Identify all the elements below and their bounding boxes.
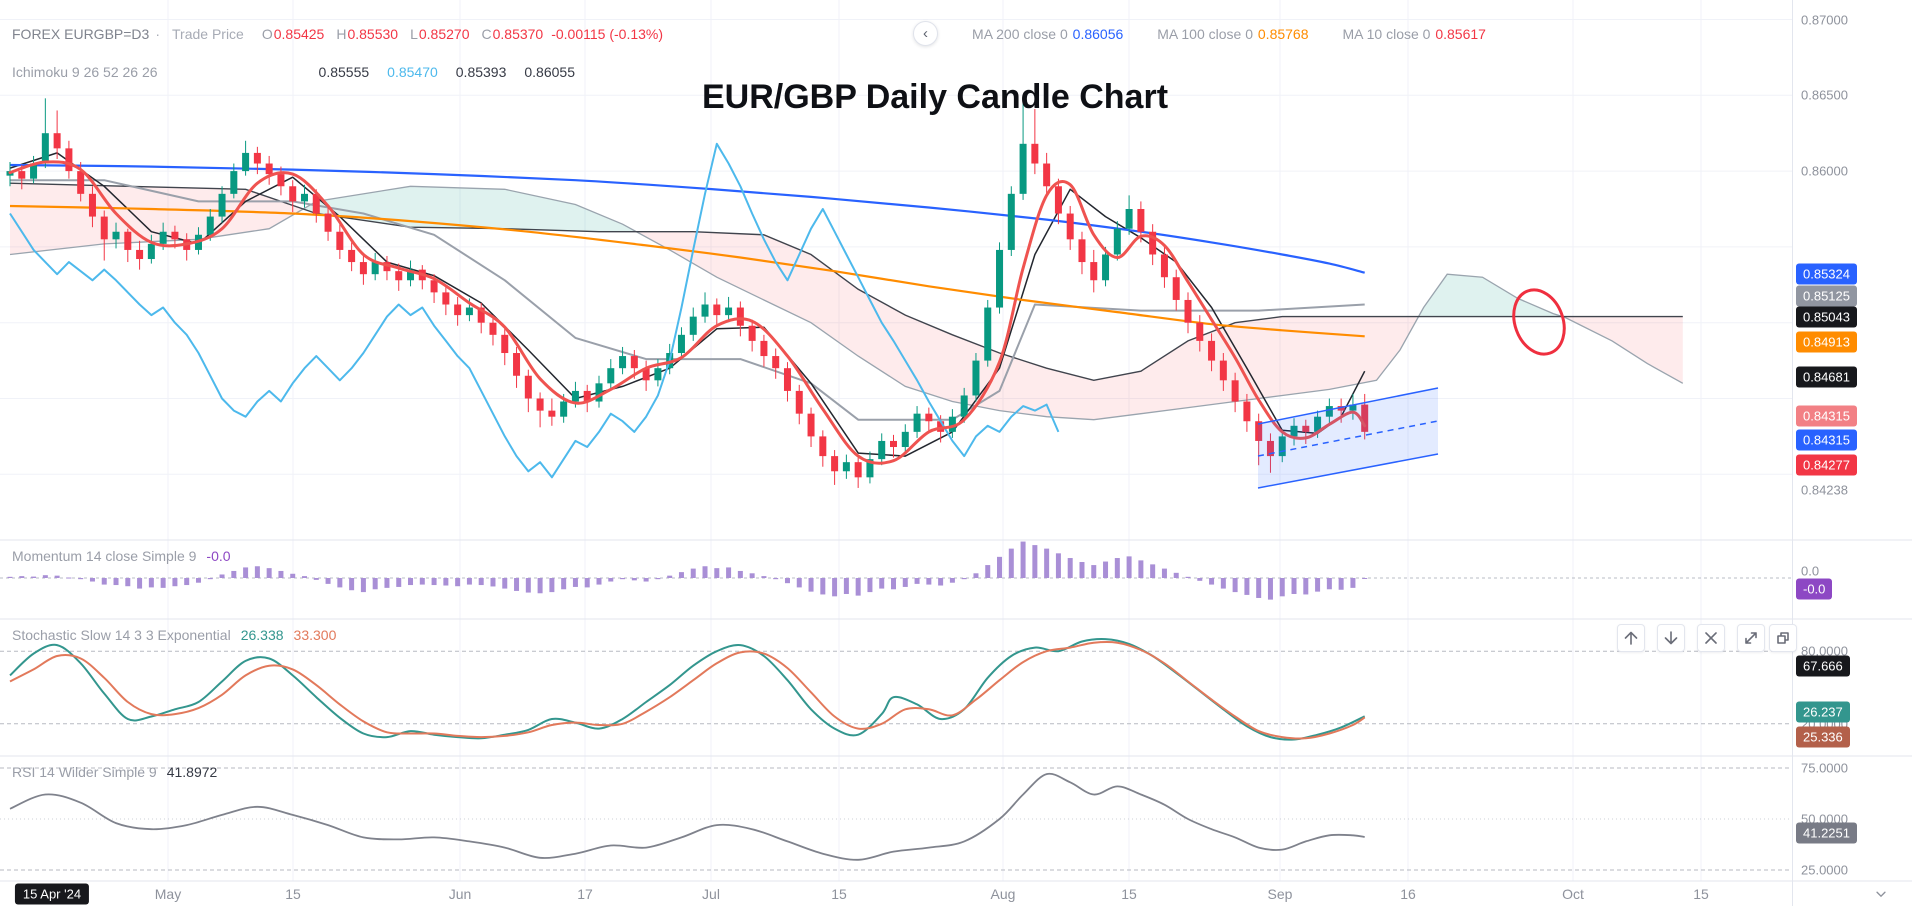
close-icon: [1705, 632, 1717, 644]
arrow-down-icon: [1664, 631, 1678, 645]
price-tag: 0.84315: [1796, 429, 1857, 451]
scroll-to-realtime-button[interactable]: [1872, 885, 1890, 903]
chevron-down-icon: [1876, 891, 1886, 898]
price-axis-label: 0.86500: [1801, 87, 1848, 103]
move-pane-up-button[interactable]: [1617, 624, 1645, 652]
price-axis[interactable]: 0.87000 0.86500 0.86000 0.84238 0.0 80.0000 20…: [1793, 0, 1912, 906]
chevron-left-icon: ‹: [923, 25, 929, 42]
price-tag: -0.0: [1796, 578, 1833, 600]
price-axis-label: 75.0000: [1801, 760, 1848, 776]
move-pane-down-button[interactable]: [1657, 624, 1685, 652]
ichimoku-legend[interactable]: Ichimoku 9 26 52 26 26 0.85555 0.85470 0…: [12, 64, 575, 80]
price-tag: 26.237: [1796, 701, 1850, 723]
ma200-legend[interactable]: MA 200 close 0 0.86056: [972, 25, 1124, 42]
change-value: -0.00115 (-0.13%): [551, 25, 664, 42]
ohlc-open: O0.85425: [261, 25, 325, 42]
time-axis-label: 15: [831, 885, 847, 902]
time-axis-label: 16: [1400, 885, 1416, 902]
price-tag: 0.84913: [1796, 331, 1857, 353]
price-tag: 67.666: [1796, 655, 1850, 677]
symbol-title[interactable]: FOREX EURGBP=D3: [12, 25, 150, 42]
price-axis-label: 0.0: [1801, 563, 1820, 579]
legend-separator: ·: [155, 25, 160, 42]
restore-pane-button[interactable]: [1769, 624, 1797, 652]
price-axis-label: 80.0000: [1801, 643, 1848, 659]
rsi-legend[interactable]: RSI 14 Wilder Simple 9 41.8972: [12, 764, 218, 780]
stochastic-legend[interactable]: Stochastic Slow 14 3 3 Exponential 26.33…: [12, 627, 337, 643]
collapse-legend-button[interactable]: ‹: [913, 21, 939, 46]
price-tag: 0.84681: [1796, 366, 1857, 388]
time-axis-label: Aug: [990, 885, 1016, 902]
ichimoku-value-2: 0.85470: [387, 64, 438, 80]
series-type-label: Trade Price: [172, 25, 244, 42]
price-tag: 0.85043: [1796, 306, 1857, 328]
price-tag: 0.84277: [1796, 454, 1857, 476]
main-series-legend[interactable]: FOREX EURGBP=D3 · Trade Price O0.85425 H…: [12, 21, 1486, 46]
ichimoku-value-3: 0.85393: [455, 64, 507, 80]
price-axis-label: 0.84238: [1801, 482, 1848, 498]
ohlc-low: L0.85270: [410, 25, 470, 42]
time-axis-label: Sep: [1267, 885, 1293, 902]
time-axis-label: 15: [1121, 885, 1137, 902]
time-axis[interactable]: May 15 Jun 17 Jul 15 Aug 15 Sep 16 Oct 15 15 Apr '24: [0, 881, 1792, 906]
momentum-legend[interactable]: Momentum 14 close Simple 9 -0.0: [12, 548, 231, 564]
price-axis-label: 0.86000: [1801, 163, 1848, 179]
chart-title-annotation: EUR/GBP Daily Candle Chart: [701, 78, 1169, 116]
time-axis-label: 15: [1693, 885, 1709, 902]
time-axis-label: 17: [577, 885, 593, 902]
time-axis-label: Jul: [702, 885, 720, 902]
time-axis-label: Jun: [448, 885, 472, 902]
time-crosshair-tag: 15 Apr '24: [14, 883, 90, 904]
ma100-legend[interactable]: MA 100 close 0 0.85768: [1157, 25, 1309, 42]
ichimoku-value-1: 0.85555: [318, 64, 370, 80]
price-tag: 0.84315: [1796, 405, 1857, 427]
ohlc-close: C0.85370: [481, 25, 544, 42]
restore-icon: [1777, 632, 1789, 644]
ohlc-high: H0.85530: [336, 25, 399, 42]
ichimoku-label: Ichimoku 9 26 52 26 26: [12, 64, 158, 80]
time-axis-label: May: [154, 885, 182, 902]
price-tag: 41.2251: [1796, 822, 1857, 844]
price-axis-label: 25.0000: [1801, 862, 1848, 878]
price-tag: 0.85125: [1796, 285, 1857, 307]
price-tag: 0.85324: [1796, 263, 1857, 285]
time-axis-label: Oct: [1562, 885, 1584, 902]
arrow-up-icon: [1624, 631, 1638, 645]
ma10-legend[interactable]: MA 10 close 0 0.85617: [1342, 25, 1486, 42]
price-axis-label: 0.87000: [1801, 12, 1848, 28]
pane-control-buttons: [0, 624, 1797, 652]
maximize-icon: [1745, 632, 1757, 644]
ichimoku-value-4: 0.86055: [524, 64, 575, 80]
maximize-pane-button[interactable]: [1737, 624, 1765, 652]
price-tag: 25.336: [1796, 726, 1850, 748]
delete-pane-button[interactable]: [1697, 624, 1725, 652]
time-axis-label: 15: [285, 885, 301, 902]
